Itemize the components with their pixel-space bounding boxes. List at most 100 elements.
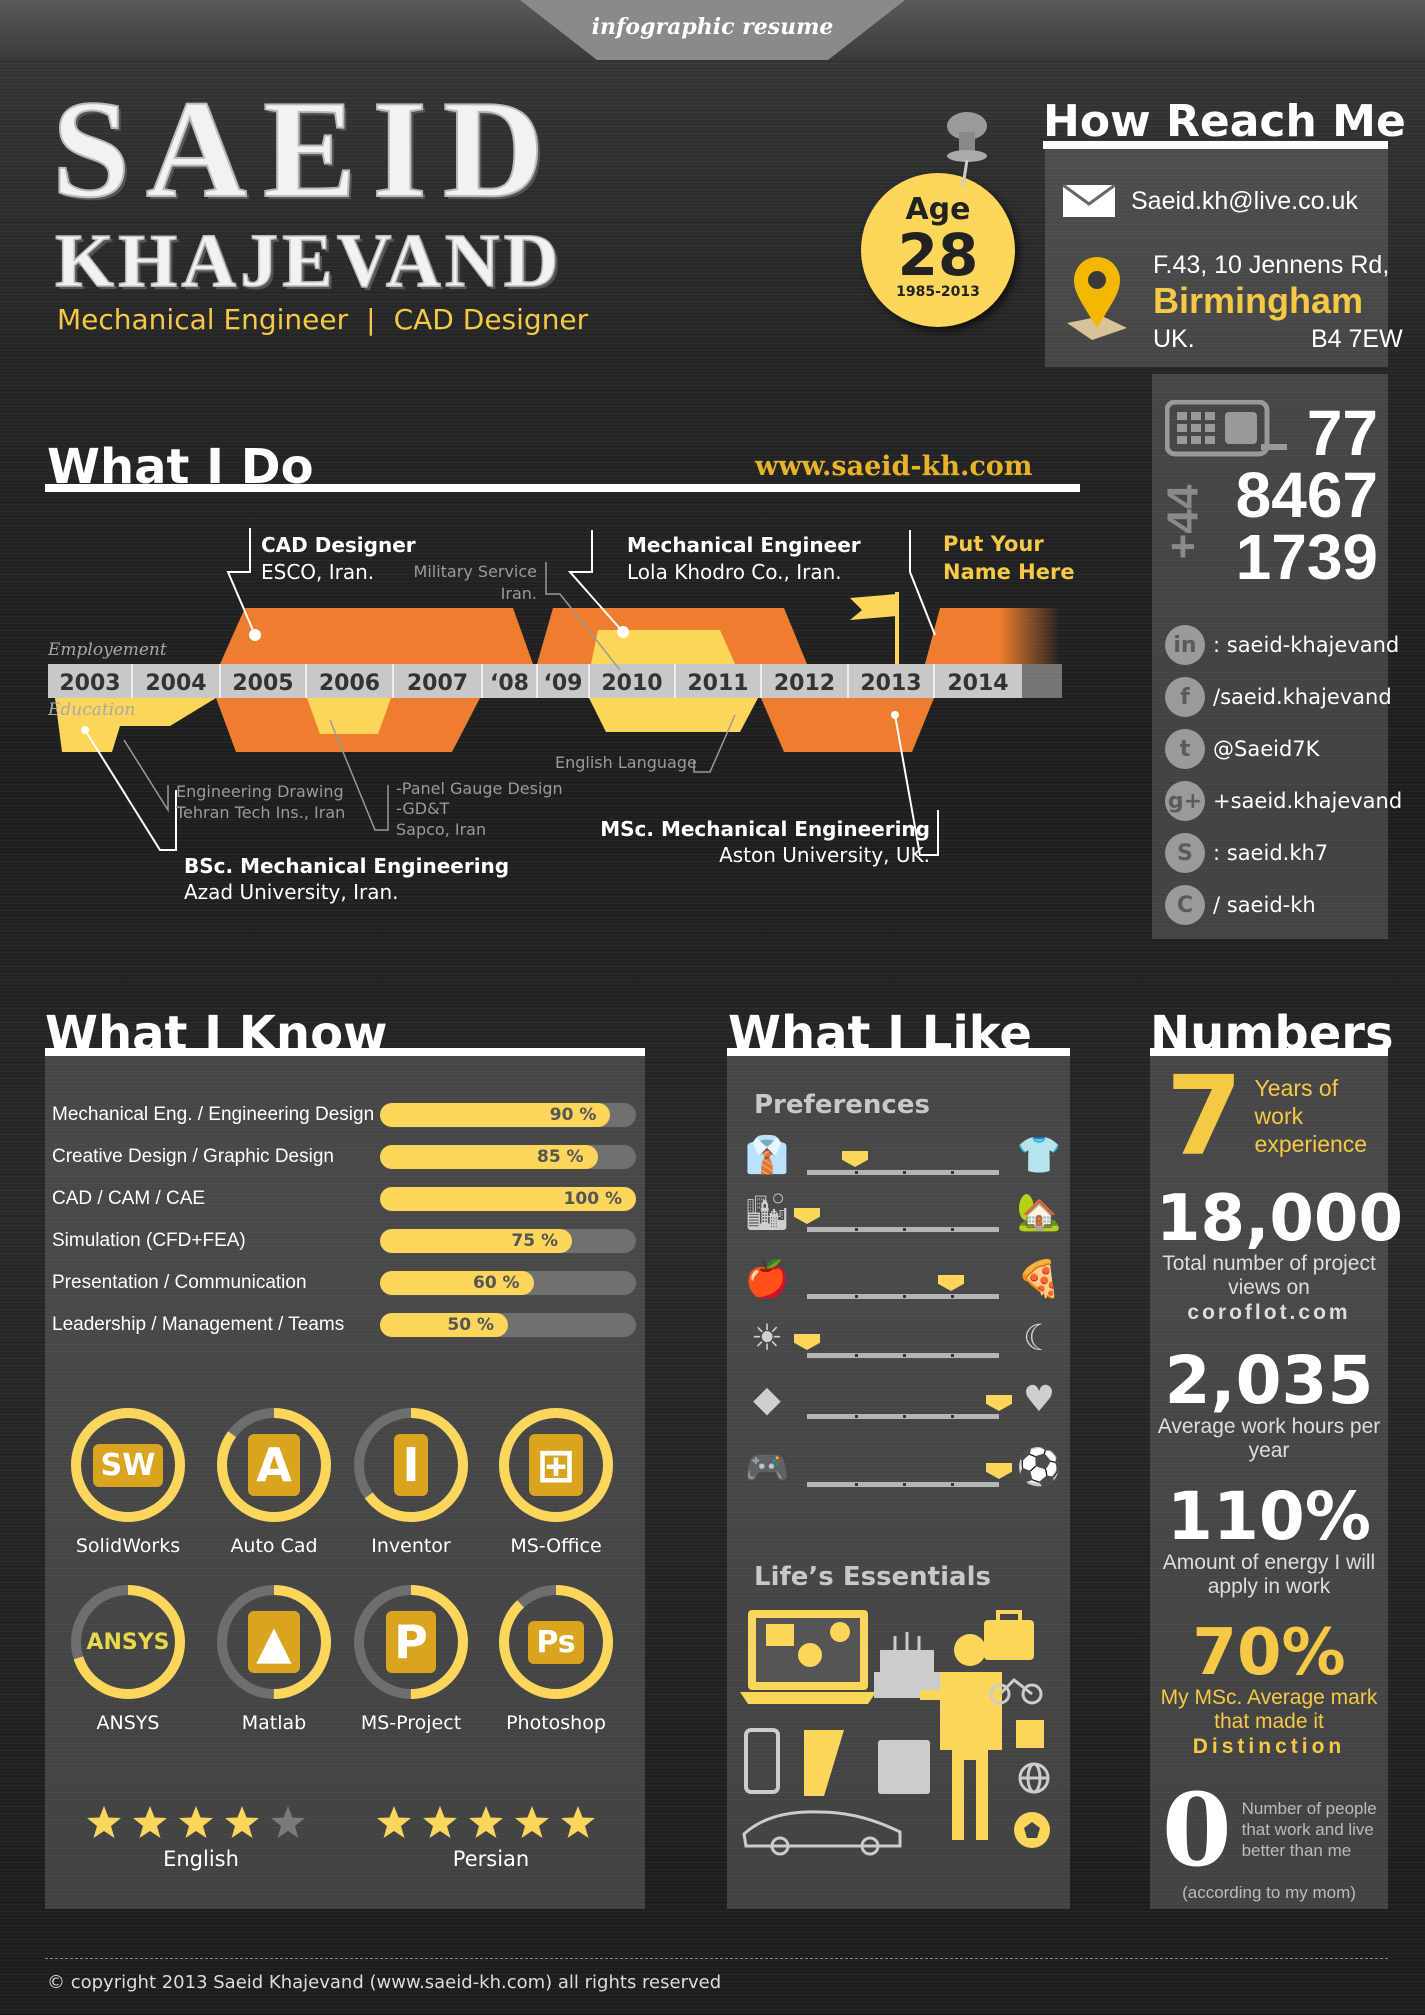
track-tick — [855, 1354, 858, 1357]
stat-years-value: 7 — [1166, 1052, 1243, 1180]
age-value: 28 — [897, 221, 979, 289]
numbers-underline — [1150, 1048, 1388, 1056]
edu-bsc-title: BSc. Mechanical Engineering — [184, 854, 510, 878]
phone-part-1: 77 — [1306, 397, 1378, 469]
track-tick — [951, 1415, 954, 1418]
email-link[interactable]: Saeid.kh@live.co.uk — [1131, 187, 1358, 215]
job-place-mech: Lola Khodro Co., Iran. — [627, 560, 842, 584]
skill-label: Creative Design / Graphic Design — [52, 1146, 334, 1167]
social-text: +saeid.khajevand — [1213, 789, 1403, 813]
stat-people-caption: Number of people that work and live bett… — [1241, 1799, 1377, 1861]
website-link[interactable]: www.saeid-kh.com — [755, 451, 1033, 482]
stat-energy: 110% Amount of energy I will apply in wo… — [1156, 1483, 1382, 1599]
top-banner: infographic resume — [520, 0, 905, 60]
skill-bar-track: 85 % — [380, 1145, 636, 1169]
stat-years: 7 Years of work experience — [1156, 1052, 1382, 1180]
skill-label: Mechanical Eng. / Engineering Design — [52, 1104, 375, 1125]
ring-fill — [354, 1585, 468, 1699]
phone-part-3: 1739 — [1235, 521, 1378, 593]
football-player-icon: ⚽ — [1016, 1447, 1062, 1488]
track-tick — [903, 1415, 906, 1418]
skill-bar-track: 50 % — [380, 1313, 636, 1337]
software-ring: A — [214, 1405, 334, 1525]
year-label: 2005 — [232, 671, 293, 696]
phone-prefix-text: +44 — [1158, 484, 1208, 560]
stat-views-value: 18,000 — [1156, 1182, 1403, 1257]
numbers-panel — [1150, 1056, 1388, 1909]
track-tick — [903, 1295, 906, 1298]
military-place: Iran. — [500, 584, 537, 603]
ring-fill — [71, 1585, 185, 1699]
skill-label: Presentation / Communication — [52, 1272, 307, 1293]
social-link[interactable]: in: saeid-khajevand — [1165, 622, 1399, 668]
year-label: 2013 — [860, 671, 921, 696]
cake-icon — [874, 1632, 940, 1698]
footer-divider — [45, 1958, 1388, 1959]
role-1: Mechanical Engineer — [57, 303, 349, 336]
stat-energy-caption: Amount of energy I will apply in work — [1162, 1551, 1376, 1599]
track-tick — [903, 1483, 906, 1486]
preference-marker — [986, 1463, 1012, 1479]
year-label: ‘08 — [490, 671, 529, 696]
skill-row: Creative Design / Graphic Design 85 % — [52, 1143, 642, 1171]
person-icon — [920, 1634, 1002, 1840]
star-filled-icon — [469, 1806, 503, 1838]
software-skill: P MS-Project — [341, 1582, 481, 1734]
stat-energy-value: 110% — [1167, 1478, 1371, 1556]
logo-mark: SW — [92, 1443, 164, 1487]
track-tick — [855, 1171, 858, 1174]
linkedin-icon: in — [1165, 625, 1205, 665]
skill-row: Mechanical Eng. / Engineering Design 90 % — [52, 1101, 642, 1129]
skill-bar-fill: 100 % — [380, 1187, 636, 1211]
phone-prefix: +44 — [1158, 472, 1208, 572]
track-tick — [855, 1295, 858, 1298]
t-shirt-icon: 👕 — [1016, 1135, 1062, 1176]
star-filled-icon — [561, 1806, 595, 1838]
car-icon — [742, 1810, 902, 1856]
year-label: ‘09 — [544, 671, 583, 696]
smartphone-icon — [744, 1728, 780, 1794]
preferences-title: Preferences — [754, 1090, 930, 1120]
skill-bar-track: 90 % — [380, 1103, 636, 1127]
social-text: /saeid.khajevand — [1213, 685, 1392, 709]
skill-label: Leadership / Management / Teams — [52, 1314, 345, 1335]
software-ring: ⊞ — [496, 1405, 616, 1525]
social-link[interactable]: S: saeid.kh7 — [1165, 830, 1385, 876]
social-link[interactable]: C / saeid-kh — [1165, 882, 1385, 928]
stat-msc-distinction: Distinction — [1192, 1734, 1346, 1758]
track-tick — [903, 1354, 906, 1357]
job-title-cad: CAD Designer — [261, 533, 416, 557]
gamepad-icon: 🎮 — [744, 1447, 790, 1488]
software-name: ANSYS — [96, 1712, 160, 1734]
software-name: MS-Project — [360, 1712, 462, 1734]
star-filled-icon — [87, 1806, 121, 1838]
education-panel-gauge-bar — [307, 698, 391, 734]
ms-office-logo-icon: ⊞ — [496, 1405, 616, 1525]
progress-ring — [354, 1585, 468, 1699]
software-ring: ▲ — [214, 1582, 334, 1702]
address-line1: F.43, 10 Jennens Rd, — [1153, 251, 1390, 279]
social-link[interactable]: f/saeid.khajevand — [1165, 674, 1392, 720]
puzzle-icon — [1016, 1720, 1044, 1748]
address-city: Birmingham — [1153, 280, 1364, 321]
preference-slider: ◆ ♥ — [745, 1378, 1065, 1428]
year-label: 2012 — [774, 671, 835, 696]
edu-panel-line1: -Panel Gauge Design — [396, 779, 563, 798]
skill-row: Presentation / Communication 60 % — [52, 1269, 642, 1297]
software-ring: I — [351, 1405, 471, 1525]
skill-bar-fill: 60 % — [380, 1271, 534, 1295]
year-label: 2011 — [687, 671, 748, 696]
preference-slider: 🍎 🍕 — [745, 1258, 1065, 1308]
social-text: / saeid-kh — [1213, 893, 1316, 917]
skill-bar-fill: 85 % — [380, 1145, 598, 1169]
bicycle-icon — [989, 1678, 1043, 1705]
ring-fill — [354, 1408, 468, 1522]
preference-track — [807, 1294, 999, 1299]
social-link[interactable]: g+ +saeid.khajevand — [1165, 778, 1402, 824]
social-text: @Saeid7K — [1213, 737, 1320, 761]
software-ring: Ps — [496, 1582, 616, 1702]
ring-fill — [499, 1585, 613, 1699]
ring-fill — [71, 1408, 185, 1522]
language-rating: Persian — [376, 1805, 606, 1871]
social-link[interactable]: t @Saeid7K — [1165, 726, 1385, 772]
